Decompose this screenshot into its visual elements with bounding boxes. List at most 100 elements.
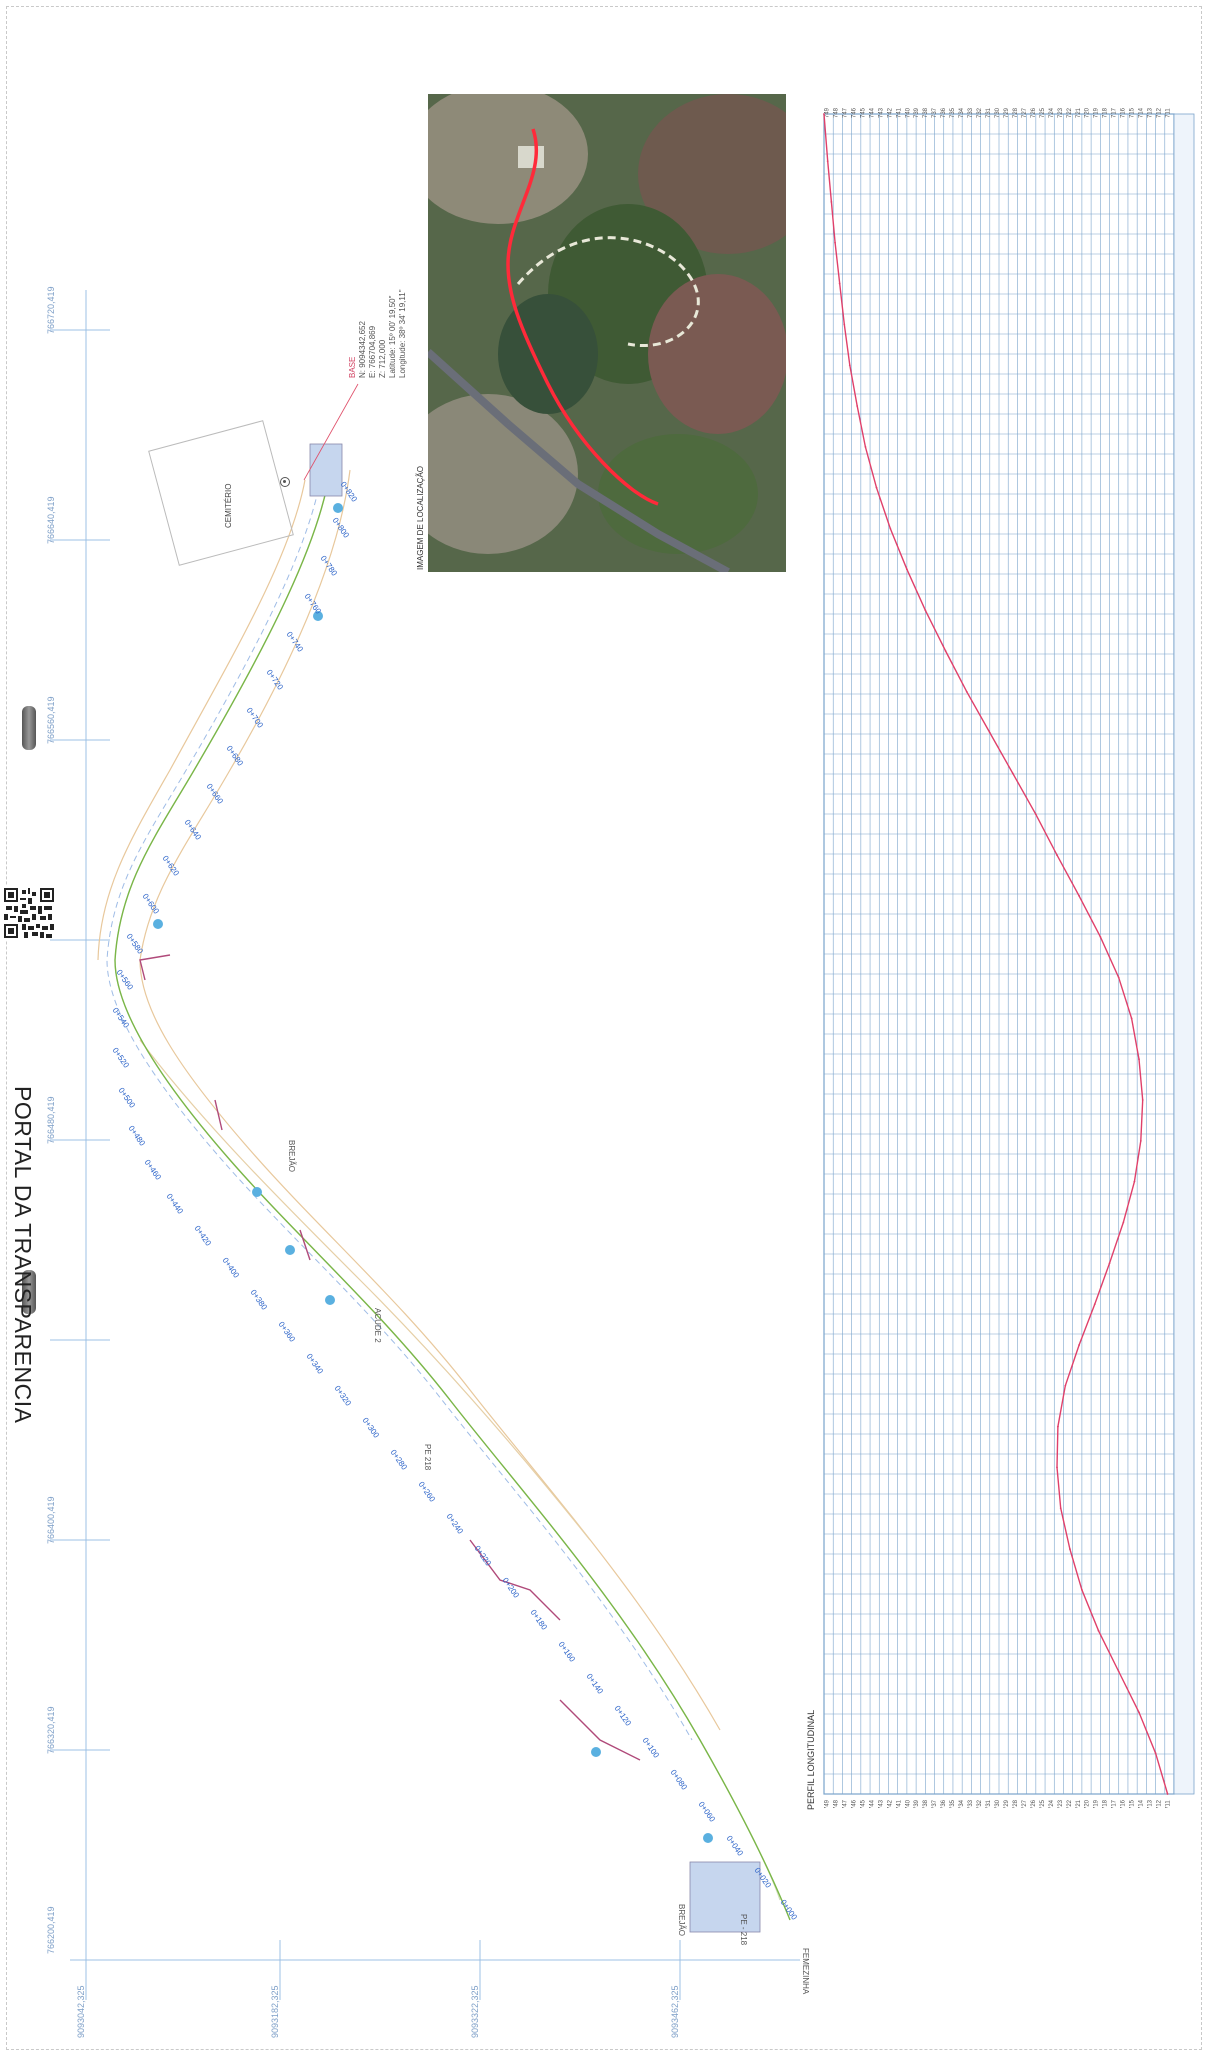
profile-elevation-tick: 745 (860, 1799, 866, 1808)
profile-elevation-tick: 716 (1121, 107, 1127, 118)
profile-elevation-tick: 734 (959, 107, 965, 118)
profile-elevation-tick: 717 (1112, 1799, 1118, 1808)
profile-elevation-tick: 723 (1058, 1799, 1064, 1808)
profile-elevation-tick: 721 (1076, 1799, 1082, 1808)
profile-data-point (889, 527, 892, 530)
profile-data-point (1141, 1099, 1144, 1101)
profile-elevation-tick: 742 (887, 1799, 893, 1808)
profile-data-point (1099, 935, 1102, 938)
profile-data-point (1078, 1344, 1081, 1346)
profile-elevation-tick: 720 (1085, 1799, 1091, 1808)
profile-data-point (1138, 1711, 1140, 1714)
profile-elevation-tick: 722 (1067, 107, 1073, 118)
profile-elevation-tick: 744 (869, 107, 875, 118)
base-coord-lon: Longitude: 38º 34' 19,11" (398, 289, 407, 378)
profile-elevation-tick: 733 (968, 1799, 974, 1808)
profile-elevation-tick: 726 (1031, 107, 1037, 118)
profile-elevation-tick: 711 (1166, 108, 1172, 118)
profile-elevation-tick: 736 (941, 1799, 947, 1808)
profile-data-point (988, 731, 991, 734)
base-coord-lat: Latitude: 15º 00' 19,50" (388, 295, 397, 378)
coord-top-2: 766400,419 (46, 1496, 56, 1544)
profile-elevation-tick: 718 (1103, 107, 1109, 118)
profile-title: PERFIL LONGITUDINAL (806, 1709, 816, 1810)
profile-data-point (924, 609, 927, 612)
profile-elevation-tick: 732 (977, 107, 983, 118)
location-aerial-image (428, 94, 786, 572)
base-label: BASE (348, 356, 357, 378)
coord-top-1: 766320,419 (46, 1706, 56, 1754)
profile-data-point (1097, 1629, 1100, 1632)
profile-elevation-tick: 727 (1022, 107, 1028, 118)
profile-elevation-tick: 713 (1148, 1799, 1154, 1808)
profile-elevation-tick: 734 (959, 1799, 965, 1808)
plan-view (50, 290, 800, 2000)
road-label-1: PE - 218 (739, 1914, 748, 1946)
profile-station-band (1173, 113, 1195, 1795)
profile-elevation-tick: 742 (887, 107, 893, 118)
coord-top-3: 766480,419 (46, 1096, 56, 1144)
profile-data-point (848, 364, 851, 367)
stream-label-1: BREJÃO (287, 1140, 296, 1173)
profile-elevation-tick: 743 (878, 107, 884, 118)
profile-elevation-tick: 735 (950, 107, 956, 118)
profile-elevation-tick: 748 (833, 107, 839, 118)
profile-elevation-tick: 725 (1040, 107, 1046, 118)
coord-top-0: 766200,419 (46, 1906, 56, 1954)
profile-elevation-tick: 737 (932, 107, 938, 118)
profile-data-point (1059, 1507, 1062, 1510)
profile-elevation-tick: 716 (1121, 1799, 1127, 1808)
profile-elevation-tick: 746 (851, 1799, 857, 1808)
base-coord-n: N: 9094342,652 (358, 321, 367, 378)
profile-elevation-tick: 747 (842, 107, 848, 118)
profile-elevation-tick: 733 (968, 107, 974, 118)
profile-elevation-tick: 749 (824, 1799, 830, 1808)
profile-elevation-tick: 731 (986, 107, 992, 118)
binder-clip-bottom (22, 1270, 36, 1314)
profile-elevation-tick: 713 (1148, 107, 1154, 118)
profile-elevation-tick: 744 (869, 1799, 875, 1808)
profile-elevation-tick: 743 (878, 1799, 884, 1808)
base-coord-e: E: 766704,869 (368, 325, 377, 378)
profile-data-point (1057, 1425, 1059, 1428)
profile-elevation-tick: 724 (1049, 107, 1055, 118)
profile-data-point (843, 323, 846, 326)
profile-elevation-tick: 721 (1076, 107, 1082, 118)
profile-elevation-tick: 740 (905, 107, 911, 118)
profile-data-point (1130, 1017, 1133, 1020)
base-coord-z: Z: 712,000 (378, 339, 387, 378)
profile-data-point (1064, 1384, 1067, 1387)
profile-elevation-tick: 715 (1130, 107, 1136, 118)
profile-elevation-tick: 724 (1049, 1799, 1055, 1808)
profile-data-point (1011, 772, 1014, 775)
profile-elevation-tick: 746 (851, 107, 857, 118)
profile-data-point (1117, 976, 1120, 979)
profile-data-point (1093, 1303, 1096, 1306)
profile-elevation-tick: 738 (923, 107, 929, 118)
profile-elevation-tick: 712 (1157, 107, 1163, 118)
profile-elevation-tick: 714 (1139, 1799, 1145, 1808)
profile-elevation-tick: 714 (1139, 107, 1145, 118)
profile-elevation-tick: 730 (995, 107, 1001, 118)
coord-bottom-0: 9093042,325 (76, 1985, 86, 2038)
profile-elevation-tick: 739 (914, 107, 920, 118)
coord-bottom-3: 9093462,325 (670, 1985, 680, 2038)
profile-elevation-tick: 727 (1022, 1799, 1028, 1808)
profile-data-point (1078, 895, 1081, 897)
profile-data-point (944, 650, 947, 652)
profile-elevation-tick: 745 (860, 107, 866, 118)
profile-elevation-tick: 741 (896, 1799, 902, 1808)
profile-data-point (1138, 1058, 1140, 1061)
profile-elevation-tick: 728 (1013, 1799, 1019, 1808)
profile-data-point (838, 282, 841, 285)
profile-elevation-tick: 737 (932, 1799, 938, 1808)
profile-data-point (834, 241, 836, 244)
profile-elevation-tick: 735 (950, 1799, 956, 1808)
profile-data-point (1117, 1670, 1120, 1673)
profile-elevation-tick: 718 (1103, 1799, 1109, 1808)
profile-data-point (965, 690, 968, 693)
profile-elevation-tick: 732 (977, 1799, 983, 1808)
profile-data-point (875, 486, 878, 489)
profile-elevation-tick: 730 (995, 1799, 1001, 1808)
